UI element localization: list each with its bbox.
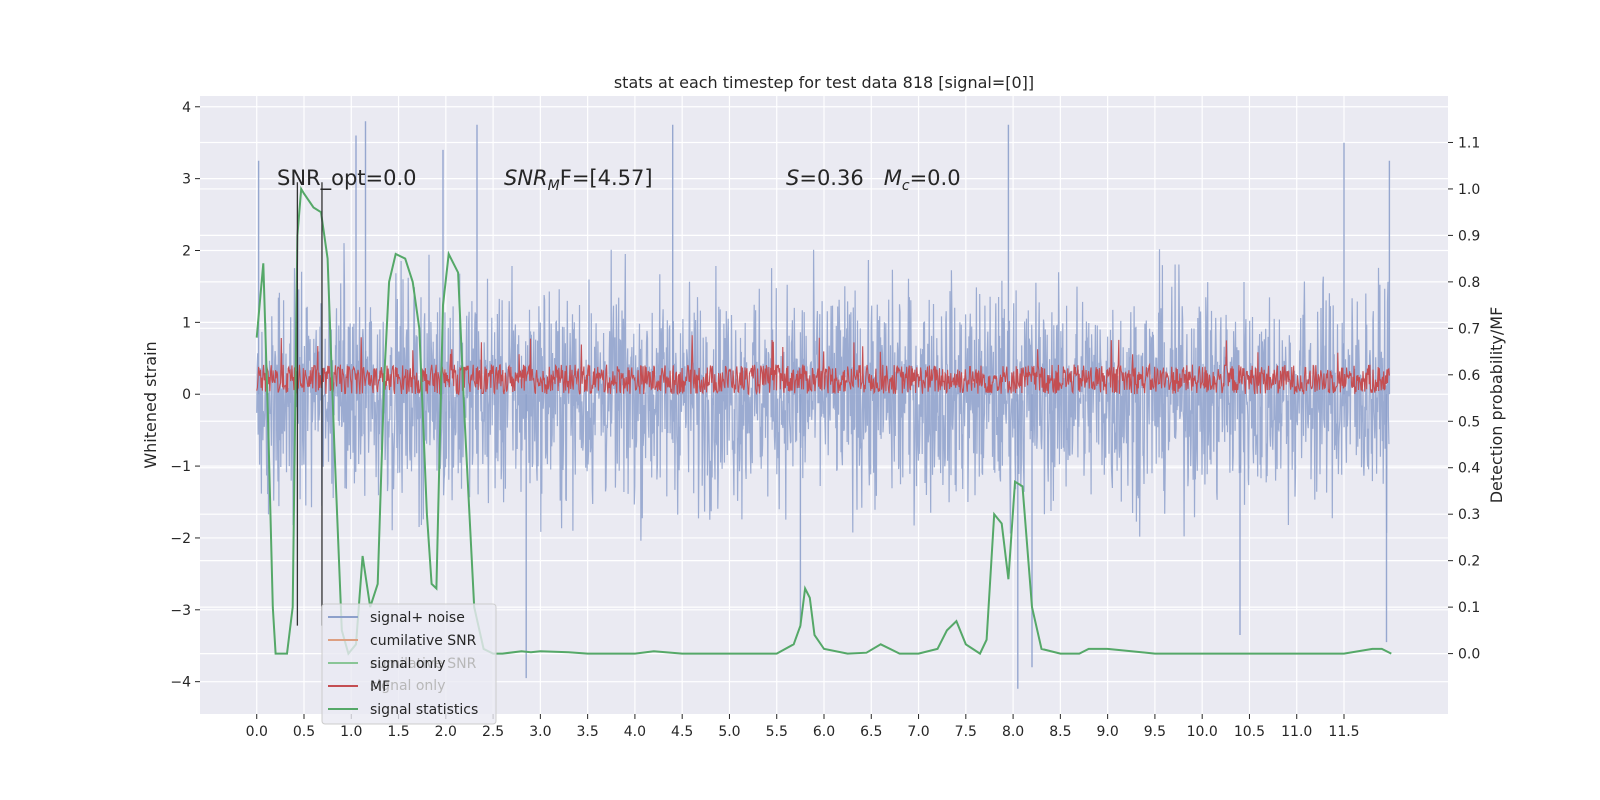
x-tick-label: 6.0	[813, 724, 835, 740]
annotation-snr-mf: SNRMF=[4.57]	[504, 166, 653, 194]
y2-tick-label: 1.0	[1458, 182, 1480, 198]
annotation-s-mc: S=0.36 Mc=0.0	[786, 166, 961, 194]
x-tick-label: 0.5	[293, 724, 315, 740]
legend-label-signal-only: signal only	[370, 656, 445, 672]
x-tick-label: 9.0	[1097, 724, 1119, 740]
series-signal-statistics	[255, 185, 1392, 656]
x-tick-label: 8.5	[1049, 724, 1071, 740]
x-tick-label: 1.0	[340, 724, 362, 740]
y-tick-label: 2	[182, 244, 191, 260]
x-tick-label: 2.0	[435, 724, 457, 740]
x-tick-label: 3.0	[529, 724, 551, 740]
x-tick-label: 9.5	[1144, 724, 1166, 740]
y2-tick-label: 0.9	[1458, 228, 1480, 244]
x-tick-label: 5.0	[718, 724, 740, 740]
y-tick-label: −4	[170, 675, 191, 691]
chart-title: stats at each timestep for test data 818…	[614, 73, 1034, 92]
legend-ghost-label-2: signal only	[370, 678, 445, 694]
y-tick-label: 4	[182, 100, 191, 116]
series-signal-noise	[256, 243, 1390, 541]
legend-label-cumilative-snr: cumilative SNR	[370, 633, 477, 649]
x-tick-label: 10.0	[1187, 724, 1218, 740]
y2-tick-label: 0.0	[1458, 647, 1480, 663]
x-tick-label: 2.5	[482, 724, 504, 740]
x-tick-label: 0.0	[246, 724, 268, 740]
y-tick-label: 0	[182, 387, 191, 403]
y-tick-label: −1	[170, 459, 191, 475]
x-tick-label: 5.5	[766, 724, 788, 740]
y2-tick-label: 0.4	[1458, 461, 1480, 477]
y2-tick-label: 0.5	[1458, 414, 1480, 430]
y-axis-left: −4 −3 −2 −1 0 1 2 3 4	[170, 100, 200, 691]
annotation-mc-sub: c	[902, 178, 910, 194]
y-tick-label: −2	[170, 531, 191, 547]
x-tick-label: 8.0	[1002, 724, 1024, 740]
annotation-s-value: =0.36	[799, 166, 883, 190]
y-tick-label: 3	[182, 172, 191, 188]
legend-box	[321, 603, 497, 725]
y-axis-right: 0.0 0.1 0.2 0.3 0.4 0.5 0.6 0.7 0.8 0.9 1.0 1.1	[1448, 135, 1480, 663]
series-mf	[256, 335, 1390, 396]
y-tick-label: 1	[182, 315, 191, 331]
y2-tick-label: 0.6	[1458, 368, 1480, 384]
series-signal-noise-peaks	[257, 121, 1391, 689]
legend-label-signal-statistics: signal statistics	[370, 702, 478, 718]
legend: cumilative SNR signal only signal+ noise…	[321, 603, 497, 725]
x-tick-label: 4.0	[624, 724, 646, 740]
y2-tick-label: 0.3	[1458, 507, 1480, 523]
annotation-snr-mf-suffix: F=[4.57]	[560, 166, 653, 190]
legend-ghost-label-1: cumilative SNR	[370, 656, 477, 672]
x-tick-label: 10.5	[1234, 724, 1265, 740]
y2-tick-label: 0.2	[1458, 554, 1480, 570]
annotation-snr-mf-prefix: SNR	[504, 166, 548, 190]
y2-tick-label: 0.8	[1458, 275, 1480, 291]
vertical-markers	[296, 182, 323, 626]
annotation-snr-opt: SNR_opt=0.0	[277, 166, 417, 191]
x-tick-label: 4.5	[671, 724, 693, 740]
x-tick-label: 1.5	[387, 724, 409, 740]
annotation-mc-label: M	[884, 166, 902, 190]
y-tick-label: −3	[170, 603, 191, 619]
legend-label-signal-noise: signal+ noise	[370, 610, 465, 626]
y2-tick-label: 0.7	[1458, 321, 1480, 337]
series-layer	[255, 121, 1392, 689]
x-tick-label: 11.5	[1328, 724, 1359, 740]
x-tick-label: 11.0	[1281, 724, 1312, 740]
x-tick-label: 7.5	[955, 724, 977, 740]
annotation-s-label: S	[786, 166, 799, 190]
x-tick-label: 6.5	[860, 724, 882, 740]
x-tick-label: 3.5	[577, 724, 599, 740]
y-axis-label: Whitened strain	[141, 341, 160, 468]
y2-tick-label: 0.1	[1458, 600, 1480, 616]
annotations: SNR_opt=0.0 SNRMF=[4.57] S=0.36 Mc=0.0	[277, 166, 961, 194]
annotation-mc-value: =0.0	[910, 166, 961, 190]
x-axis: 0.0 0.5 1.0 1.5 2.0 2.5 3.0 3.5 4.0 4.5 5.0 5.5 6.0 6…	[246, 714, 1360, 740]
y2-tick-label: 1.1	[1458, 135, 1480, 151]
legend-label-mf: MF	[370, 679, 390, 695]
x-tick-label: 7.0	[907, 724, 929, 740]
y2-axis-label: Detection probability/MF	[1487, 307, 1506, 504]
annotation-snr-mf-sub: M	[548, 178, 560, 194]
